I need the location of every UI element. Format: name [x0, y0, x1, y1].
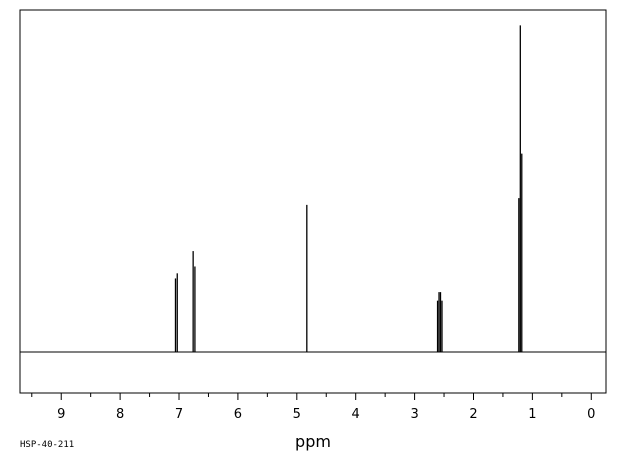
x-tick-label-4: 4: [352, 407, 360, 422]
x-axis-ticks: 9 8 7 6 5 4 3 2 1 0: [31, 393, 595, 422]
x-tick-label-8: 8: [116, 407, 124, 422]
x-tick-label-6: 6: [234, 407, 242, 422]
x-tick-label-2: 2: [469, 407, 477, 422]
peak-group: [174, 25, 523, 352]
x-tick-label-0: 0: [587, 407, 595, 422]
x-tick-label-9: 9: [57, 407, 65, 422]
x-tick-label-1: 1: [528, 407, 536, 422]
x-tick-label-3: 3: [410, 407, 418, 422]
spectrum-code: HSP-40-211: [20, 440, 74, 450]
x-tick-label-5: 5: [293, 407, 301, 422]
plot-frame: [19, 9, 607, 394]
x-tick-label-7: 7: [175, 407, 183, 422]
x-axis-label: ppm: [295, 432, 331, 451]
